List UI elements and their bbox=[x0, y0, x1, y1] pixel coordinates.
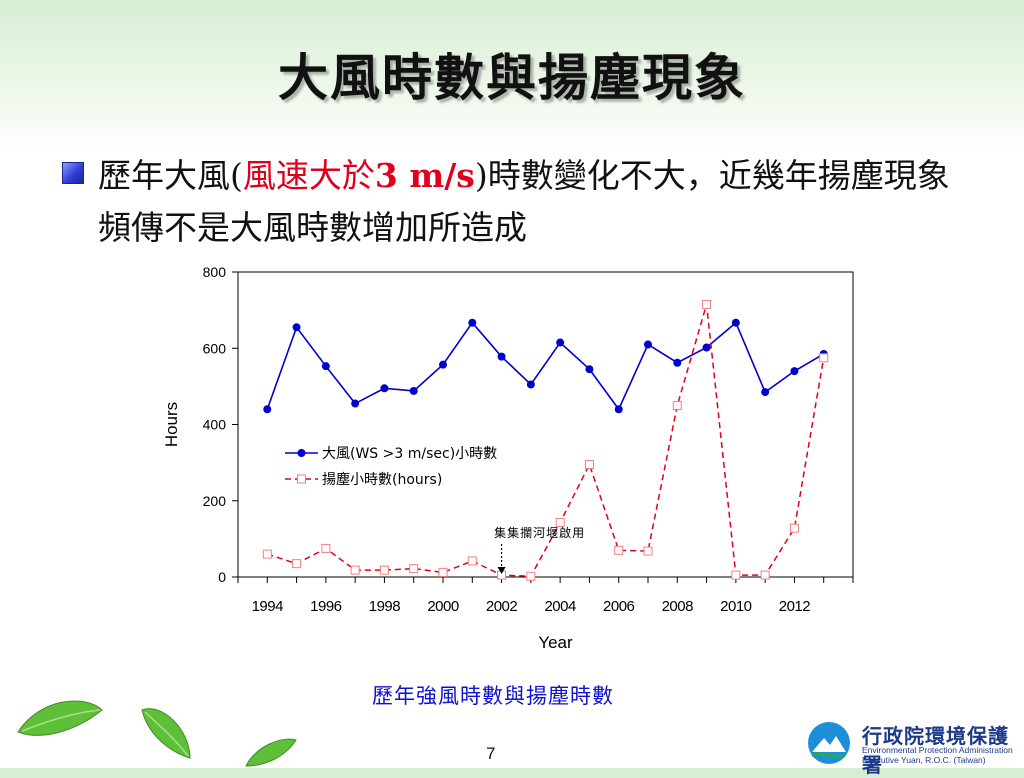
x-tick-label: 2012 bbox=[779, 598, 811, 615]
y-tick-label: 800 bbox=[203, 264, 227, 280]
data-point bbox=[614, 545, 624, 555]
y-tick-label: 200 bbox=[203, 493, 227, 509]
data-point bbox=[585, 365, 594, 374]
data-point bbox=[731, 570, 741, 580]
x-tick-label: 2002 bbox=[486, 598, 518, 615]
leaf-icon bbox=[245, 738, 297, 767]
legend-marker bbox=[297, 449, 306, 457]
leaf-vein bbox=[144, 711, 189, 757]
data-point bbox=[644, 340, 652, 349]
bullet-text-red-num: 3 m/s bbox=[374, 156, 475, 195]
data-point bbox=[497, 352, 506, 361]
y-tick-label: 400 bbox=[203, 417, 227, 433]
data-point bbox=[614, 405, 623, 414]
data-point bbox=[760, 570, 770, 580]
bullet-square-icon bbox=[62, 162, 84, 184]
data-point bbox=[555, 517, 565, 527]
bullet-text-part2: )時數變化不大，近幾年揚塵現象頻傳不是大風時數增加所造成 bbox=[98, 156, 950, 247]
annotation-arrowhead-icon bbox=[497, 567, 506, 574]
annotation-label: 集集攔河堰啟用 bbox=[494, 525, 585, 540]
legend-label: 揚塵小時數(hours) bbox=[322, 471, 442, 488]
data-point bbox=[409, 564, 419, 574]
chart-annotation: 集集攔河堰啟用 bbox=[494, 525, 585, 574]
series-line-0 bbox=[266, 321, 825, 411]
data-point bbox=[526, 571, 536, 581]
data-point bbox=[643, 546, 653, 556]
legend-label: 大風(WS >3 m/sec)小時數 bbox=[322, 446, 497, 462]
decorative-leaves bbox=[17, 700, 297, 767]
data-point bbox=[351, 399, 360, 408]
page-number: 7 bbox=[486, 744, 496, 763]
x-tick-label: 1998 bbox=[369, 598, 401, 615]
x-tick-label: 1996 bbox=[310, 598, 342, 615]
chart-caption: 歷年強風時數與揚塵時數 bbox=[372, 684, 614, 708]
data-point bbox=[761, 388, 770, 397]
x-tick-label: 2010 bbox=[720, 598, 752, 615]
legend-marker bbox=[297, 474, 306, 484]
data-point bbox=[380, 384, 389, 393]
data-point bbox=[321, 543, 331, 553]
epa-logo-icon bbox=[808, 722, 850, 764]
bullet-text-red-cn: 風速大於 bbox=[242, 156, 375, 195]
x-tick-label: 2006 bbox=[603, 598, 635, 615]
data-point bbox=[468, 318, 477, 327]
x-tick-label: 2004 bbox=[544, 598, 576, 615]
data-point bbox=[731, 318, 740, 327]
data-point bbox=[409, 386, 418, 395]
bullet-text: 歷年大風(風速大於3 m/s)時數變化不大，近幾年揚塵現象頻傳不是大風時數增加所… bbox=[98, 150, 958, 254]
data-point bbox=[819, 353, 829, 363]
org-name-en: Environmental Protection Administration … bbox=[862, 745, 1013, 765]
data-point bbox=[790, 367, 799, 376]
x-axis-label: Year bbox=[538, 633, 573, 652]
leaf-vein bbox=[21, 709, 101, 732]
data-point bbox=[439, 360, 447, 369]
bullet-text-part1: 歷年大風( bbox=[98, 156, 243, 195]
x-tick-label: 2008 bbox=[662, 598, 694, 615]
y-tick-label: 0 bbox=[218, 569, 226, 585]
x-tick-label: 1994 bbox=[252, 598, 284, 615]
data-point bbox=[321, 362, 330, 371]
series-line-1 bbox=[267, 304, 825, 578]
y-tick-label: 600 bbox=[203, 340, 227, 356]
data-point bbox=[672, 400, 682, 410]
data-point bbox=[262, 549, 272, 559]
org-name-en-line2: Executive Yuan, R.O.C. (Taiwan) bbox=[862, 755, 986, 765]
data-point bbox=[556, 338, 565, 347]
x-tick-label: 2000 bbox=[427, 598, 459, 615]
data-point bbox=[702, 299, 712, 309]
chart-series-layer bbox=[262, 299, 829, 581]
y-axis-label: Hours bbox=[162, 402, 181, 447]
data-point bbox=[789, 523, 799, 533]
data-point bbox=[292, 559, 302, 569]
data-point bbox=[379, 565, 389, 575]
data-point bbox=[438, 567, 448, 577]
data-point bbox=[350, 565, 360, 575]
data-point bbox=[584, 460, 594, 470]
data-point bbox=[292, 323, 301, 332]
data-point bbox=[673, 358, 682, 367]
data-point bbox=[526, 380, 535, 389]
slide-title: 大風時數與揚塵現象 bbox=[278, 48, 746, 107]
org-name-en-line1: Environmental Protection Administration bbox=[862, 745, 1013, 755]
chart-axes: 0 200 400 600 800 1994 1996 1998 2000 2002 2004 200… bbox=[162, 264, 854, 652]
data-point bbox=[263, 405, 272, 414]
data-point bbox=[467, 556, 477, 566]
data-point bbox=[702, 343, 711, 352]
